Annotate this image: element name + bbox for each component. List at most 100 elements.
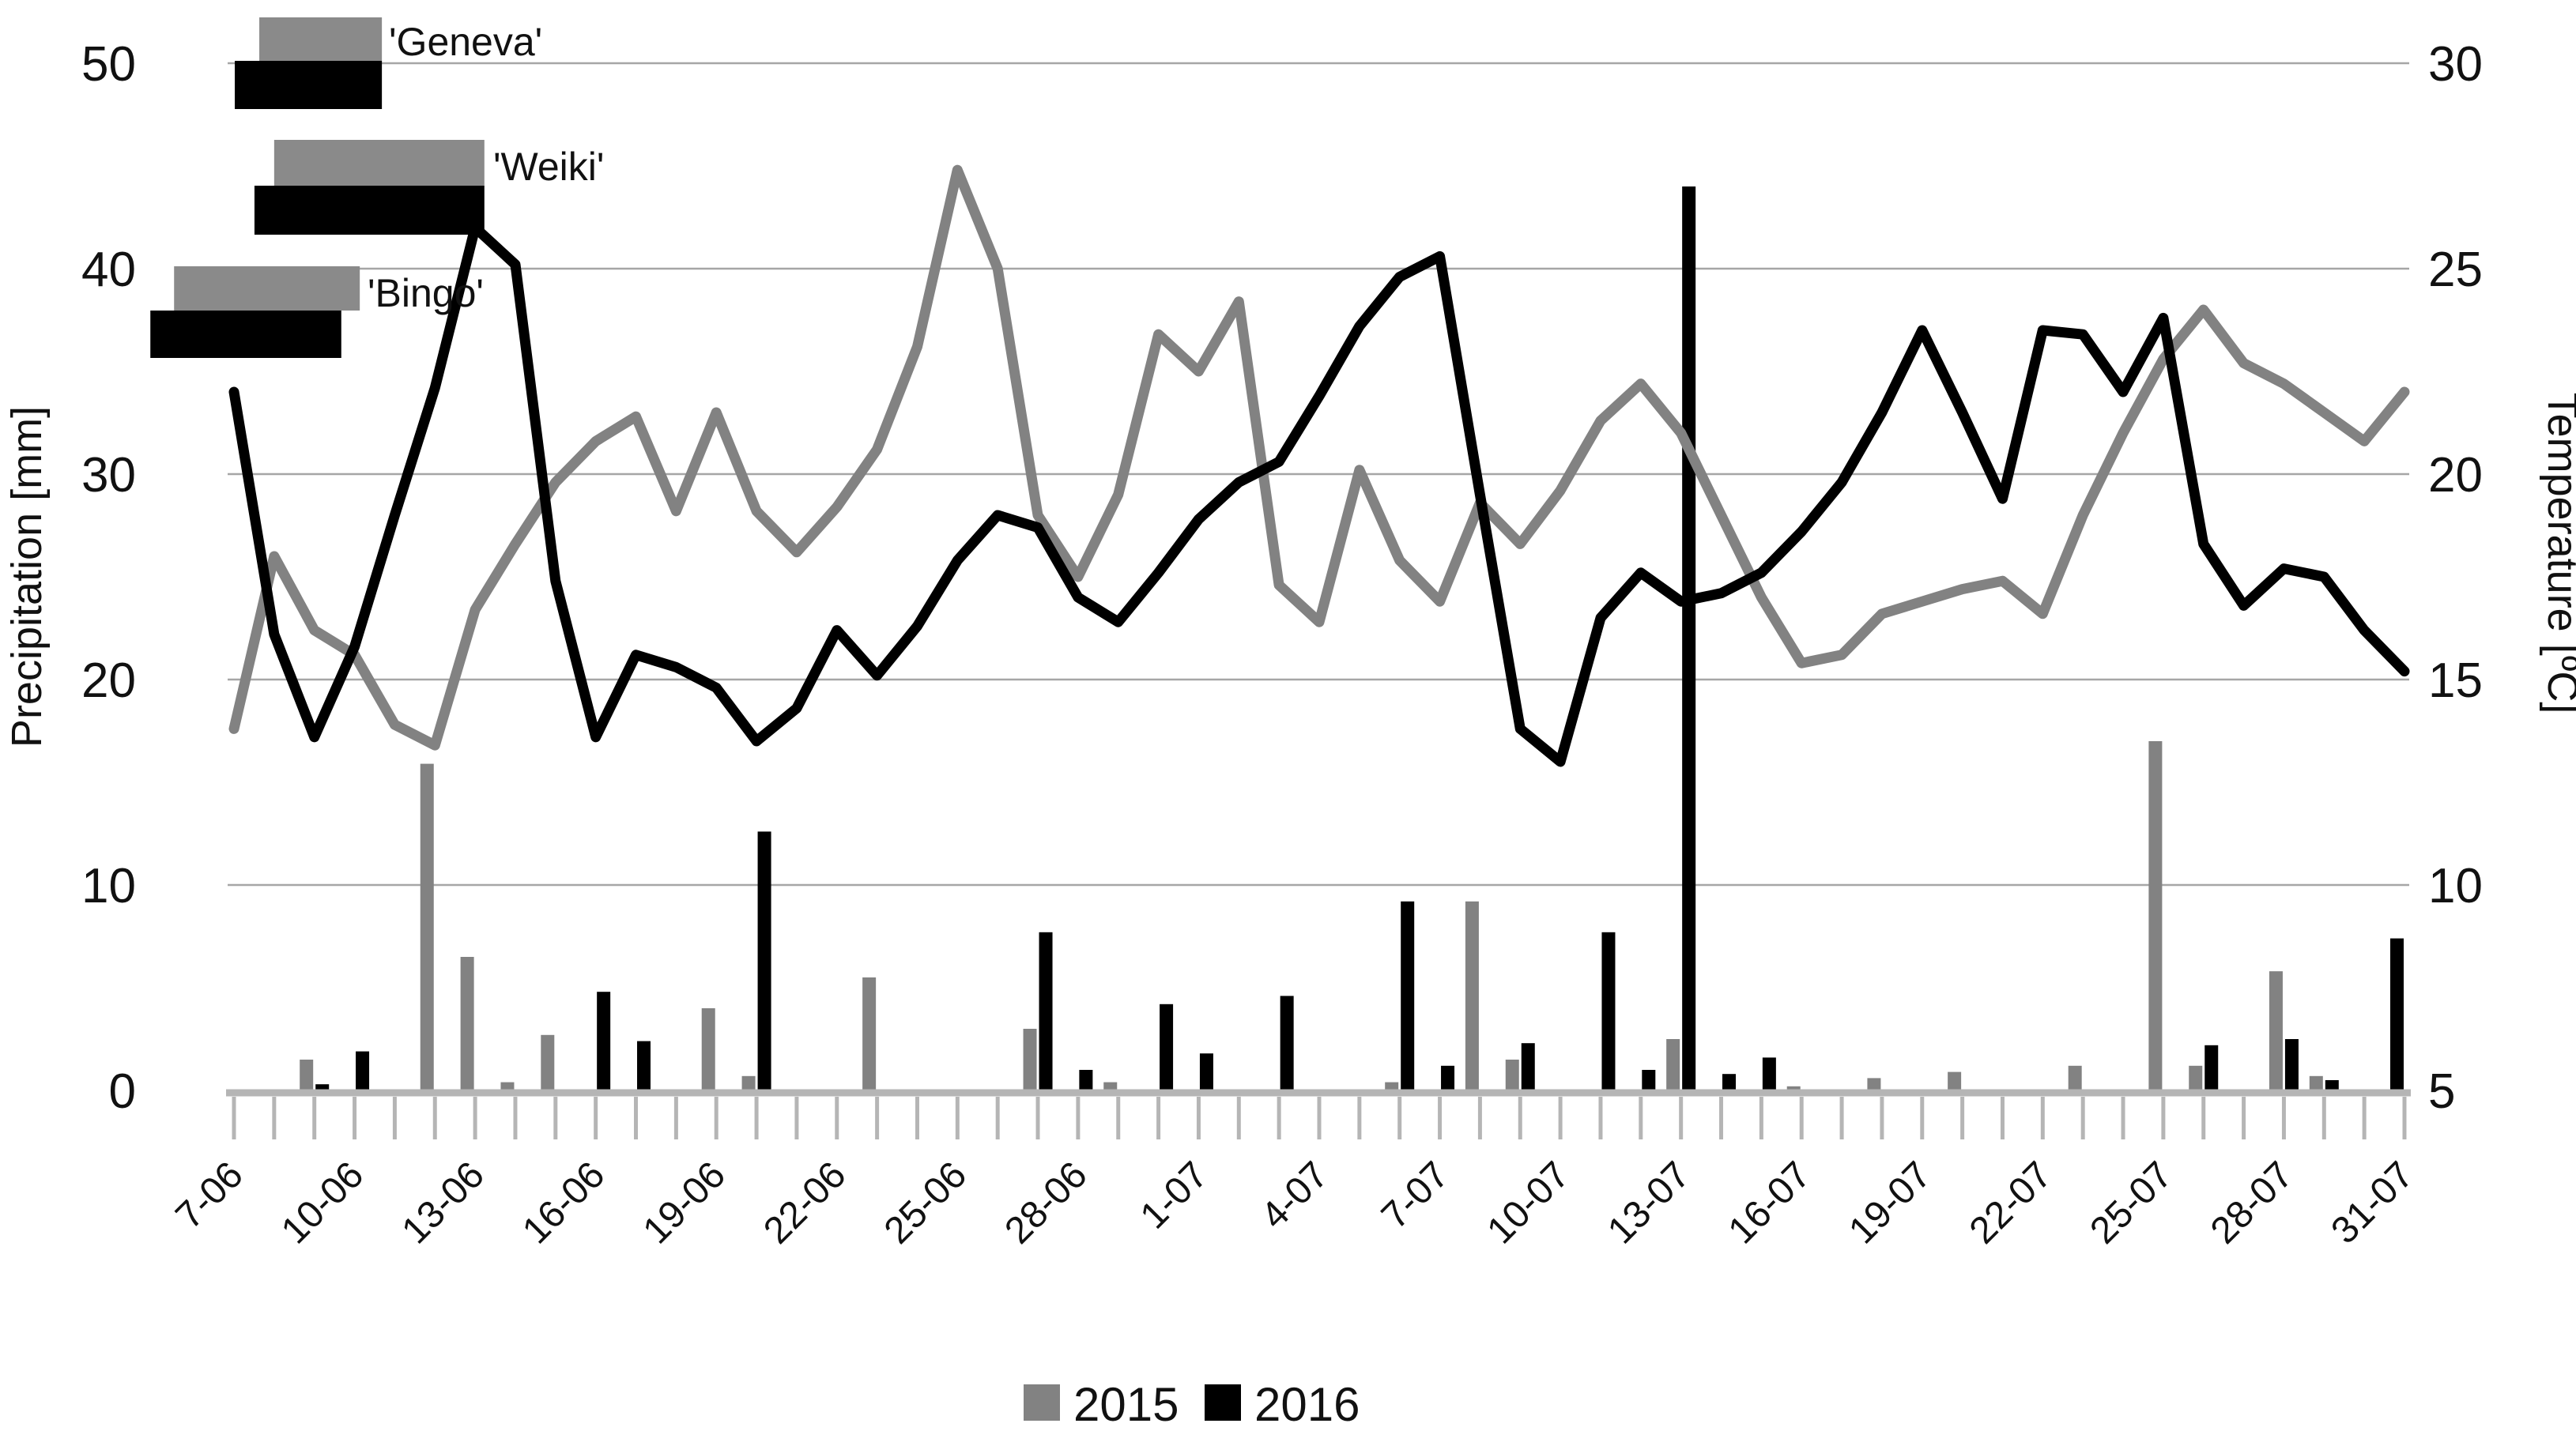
precip-bar-2015-8-07[interactable]: [1465, 901, 1479, 1090]
precip-bar-2015-26-07[interactable]: [2189, 1065, 2203, 1090]
left-axis-label-0: 0: [109, 1064, 136, 1119]
date-label-7-06: 7-06: [168, 1154, 251, 1237]
precip-bar-2016-30-06[interactable]: [1160, 1004, 1174, 1090]
precip-bar-2016-31-07[interactable]: [2390, 938, 2404, 1090]
right-axis-label-25: 25: [2428, 243, 2483, 297]
precip-bar-2015-27-06[interactable]: [1023, 1029, 1037, 1090]
temperature-lines: [228, 164, 2410, 767]
precip-bar-2016-27-06[interactable]: [1039, 932, 1053, 1090]
right-axis-label-15: 15: [2428, 653, 2483, 708]
precip-bar-2015-15-06[interactable]: [541, 1034, 555, 1090]
date-label-16-06: 16-06: [515, 1154, 613, 1252]
precip-bar-2016-1-07[interactable]: [1199, 1053, 1213, 1090]
precip-bar-2015-20-07[interactable]: [1948, 1071, 1962, 1090]
gridlines: [228, 62, 2409, 887]
variety-label-Weiki: 'Weiki': [493, 145, 604, 189]
precip-bar-2016-28-07[interactable]: [2284, 1039, 2299, 1090]
left-axis-label-40: 40: [81, 243, 136, 297]
date-label-28-07: 28-07: [2203, 1154, 2301, 1252]
precip-bar-2016-12-07[interactable]: [1642, 1070, 1656, 1090]
x-axis: [226, 1089, 2411, 1139]
harvest-window-bars: [150, 17, 485, 358]
precip-bar-2016-13-07[interactable]: [1682, 186, 1696, 1090]
right-axis-title: Temperature [ºC]: [2539, 393, 2576, 714]
harvest-bar-2015-Geneva[interactable]: [259, 17, 383, 61]
precip-bar-2016-26-07[interactable]: [2204, 1045, 2219, 1090]
precip-bar-2016-10-06[interactable]: [356, 1051, 370, 1090]
date-label-1-07: 1-07: [1133, 1154, 1216, 1237]
precip-bar-2016-28-06[interactable]: [1079, 1070, 1093, 1090]
right-axis-tick-labels: 5 10 15 20 25 30: [2428, 37, 2483, 1119]
precip-bar-2016-7-07[interactable]: [1441, 1065, 1455, 1090]
precip-bar-2015-29-07[interactable]: [2309, 1075, 2323, 1090]
date-label-13-06: 13-06: [394, 1154, 492, 1252]
precip-bar-2015-23-06[interactable]: [862, 977, 877, 1090]
precip-bar-2015-18-07[interactable]: [1867, 1078, 1881, 1090]
harvest-bar-2016-Bingo[interactable]: [150, 311, 341, 358]
date-label-13-07: 13-07: [1600, 1154, 1698, 1252]
legend-swatch-2015[interactable]: [1024, 1384, 1060, 1421]
date-label-22-07: 22-07: [1962, 1154, 2060, 1252]
date-label-25-06: 25-06: [877, 1154, 975, 1252]
precip-bar-2015-23-07[interactable]: [2068, 1065, 2082, 1090]
precip-bar-2016-17-06[interactable]: [637, 1041, 651, 1090]
right-axis-label-5: 5: [2428, 1064, 2455, 1119]
precip-bar-2015-25-07[interactable]: [2148, 741, 2163, 1090]
date-label-16-07: 16-07: [1721, 1154, 1819, 1252]
left-axis-label-10: 10: [81, 859, 136, 913]
legend-swatch-2016[interactable]: [1205, 1384, 1241, 1421]
precip-bar-2016-3-07[interactable]: [1280, 996, 1294, 1090]
right-axis-label-10: 10: [2428, 859, 2483, 913]
date-label-31-07: 31-07: [2323, 1154, 2421, 1252]
right-axis-label-30: 30: [2428, 37, 2483, 92]
precip-bar-2015-16-07[interactable]: [1786, 1086, 1801, 1090]
legend-label-2015[interactable]: 2015: [1073, 1378, 1179, 1431]
precip-bar-2015-20-06[interactable]: [741, 1075, 756, 1090]
precip-bar-2016-16-06[interactable]: [597, 992, 611, 1090]
harvest-bar-2016-Geneva[interactable]: [235, 61, 383, 109]
harvest-bar-2016-Weiki[interactable]: [254, 186, 485, 235]
precip-bar-2016-14-07[interactable]: [1722, 1074, 1737, 1090]
date-tick-labels: 7-06 10-06 13-06 16-06 19-06 22-06 25-06 28-06 1…: [168, 1154, 2421, 1252]
precip-bar-2016-9-06[interactable]: [315, 1084, 330, 1090]
right-axis-label-20: 20: [2428, 448, 2483, 503]
left-axis-label-20: 20: [81, 653, 136, 708]
precip-bar-2016-6-07[interactable]: [1401, 901, 1415, 1090]
variety-labels: 'Geneva' 'Weiki' 'Bingo': [368, 20, 604, 315]
date-label-4-07: 4-07: [1253, 1154, 1336, 1237]
date-label-19-06: 19-06: [636, 1154, 734, 1252]
date-label-10-06: 10-06: [273, 1154, 372, 1252]
date-label-22-06: 22-06: [756, 1154, 854, 1252]
date-label-19-07: 19-07: [1841, 1154, 1939, 1252]
precip-bar-2015-19-06[interactable]: [701, 1008, 715, 1090]
left-axis-title: Precipitation [mm]: [3, 406, 51, 747]
date-label-25-07: 25-07: [2082, 1154, 2180, 1252]
precip-bar-2015-13-07[interactable]: [1666, 1039, 1680, 1090]
precip-bar-2015-28-07[interactable]: [2269, 971, 2283, 1090]
precip-bar-2016-15-07[interactable]: [1762, 1057, 1776, 1090]
harvest-bar-2015-Weiki[interactable]: [273, 140, 485, 186]
precipitation-bars: [300, 186, 2404, 1090]
precip-bar-2016-20-06[interactable]: [757, 831, 771, 1090]
precip-bar-2016-29-07[interactable]: [2325, 1080, 2339, 1090]
precip-bar-2015-14-06[interactable]: [500, 1082, 515, 1090]
precip-bar-2015-13-06[interactable]: [460, 957, 474, 1090]
precip-bar-2016-9-07[interactable]: [1521, 1043, 1535, 1090]
left-axis-label-50: 50: [81, 37, 136, 92]
date-label-28-06: 28-06: [997, 1154, 1095, 1252]
precip-bar-2015-29-06[interactable]: [1103, 1082, 1118, 1090]
temperature-line-2016[interactable]: [228, 222, 2410, 767]
precip-bar-2015-12-06[interactable]: [420, 763, 434, 1090]
legend-label-2016[interactable]: 2016: [1254, 1378, 1360, 1431]
date-label-10-07: 10-07: [1480, 1154, 1578, 1252]
harvest-bar-2015-Bingo[interactable]: [174, 266, 360, 311]
precip-bar-2015-9-07[interactable]: [1505, 1060, 1519, 1090]
precip-bar-2016-11-07[interactable]: [1601, 932, 1616, 1090]
temperature-line-2015[interactable]: [228, 164, 2410, 751]
precip-bar-2015-6-07[interactable]: [1385, 1082, 1399, 1090]
precip-bar-2015-9-06[interactable]: [300, 1060, 314, 1090]
legend: 2015 2016: [1024, 1378, 1360, 1431]
variety-label-Bingo: 'Bingo': [368, 271, 484, 315]
